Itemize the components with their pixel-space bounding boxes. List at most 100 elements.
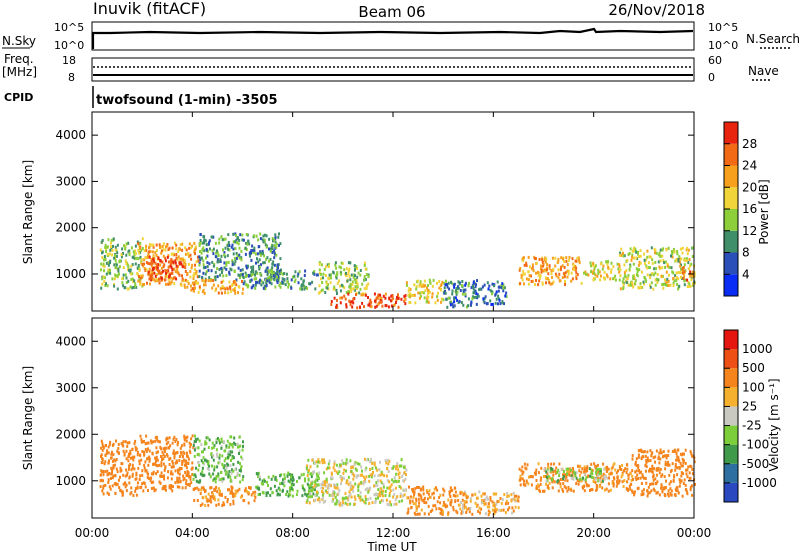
data-cell <box>359 305 361 309</box>
data-cell <box>107 271 110 275</box>
data-cell <box>427 492 430 496</box>
data-cell <box>370 305 373 309</box>
data-cell <box>637 250 639 254</box>
data-cell <box>382 482 385 486</box>
data-cell <box>134 477 137 481</box>
data-cell <box>191 287 194 291</box>
data-cell <box>678 484 681 488</box>
data-cell <box>541 268 543 272</box>
data-cell <box>651 258 654 262</box>
data-cell <box>650 489 653 493</box>
data-cell <box>380 296 383 300</box>
y-tick-label: 3000 <box>55 381 86 395</box>
data-cell <box>263 240 266 244</box>
data-cell <box>183 458 186 462</box>
data-cell <box>199 492 202 496</box>
data-cell <box>626 467 629 471</box>
data-cell <box>180 467 183 470</box>
data-cell <box>633 491 636 495</box>
data-cell <box>599 470 602 474</box>
data-cell <box>427 292 430 295</box>
data-cell <box>495 290 498 294</box>
data-cell <box>560 265 563 269</box>
data-cell <box>198 263 201 267</box>
data-cell <box>135 473 138 477</box>
data-cell <box>321 490 323 494</box>
data-cell <box>494 507 497 510</box>
data-cell <box>428 290 431 294</box>
data-cell <box>375 466 377 470</box>
data-cell <box>170 486 172 490</box>
data-cell <box>223 253 226 257</box>
data-cell <box>559 482 562 486</box>
data-cell <box>661 488 664 492</box>
data-cell <box>556 470 559 474</box>
data-cell <box>554 256 557 260</box>
data-cell <box>691 274 694 278</box>
data-cell <box>274 477 277 481</box>
data-cell <box>349 502 352 506</box>
data-cell <box>575 271 578 275</box>
data-cell <box>504 294 507 298</box>
data-cell <box>210 452 213 456</box>
data-cell <box>122 273 125 277</box>
data-cell <box>160 277 163 281</box>
data-cell <box>291 494 294 498</box>
data-cell <box>158 269 161 273</box>
data-cell <box>554 469 557 473</box>
data-cell <box>120 255 123 259</box>
data-cell <box>682 459 685 463</box>
data-cell <box>168 484 171 488</box>
data-cell <box>108 443 111 447</box>
data-cell <box>277 279 280 282</box>
data-cell <box>570 271 573 275</box>
data-cell <box>114 459 117 463</box>
data-cell <box>255 270 258 274</box>
data-cell <box>628 267 631 271</box>
data-cell <box>313 270 316 274</box>
data-cell <box>150 243 153 247</box>
data-cell <box>547 475 550 478</box>
data-cell <box>328 265 330 268</box>
data-cell <box>487 513 490 517</box>
data-cell <box>194 245 197 249</box>
data-cell <box>187 473 190 477</box>
data-cell <box>212 252 215 256</box>
x-tick-label: 08:00 <box>275 526 310 540</box>
data-cell <box>204 283 207 287</box>
data-cell <box>131 474 134 478</box>
data-cell <box>132 455 135 459</box>
data-cell <box>193 499 196 502</box>
data-cell <box>145 268 148 272</box>
data-cell <box>341 498 344 502</box>
data-cell <box>261 249 264 253</box>
data-cell <box>454 296 457 300</box>
data-cell <box>394 498 397 502</box>
data-cell <box>494 292 497 296</box>
data-cell <box>631 281 634 285</box>
data-cell <box>118 259 121 263</box>
data-cell <box>563 275 566 279</box>
data-cell <box>450 498 453 502</box>
data-cell <box>241 457 244 461</box>
data-cell <box>643 252 646 256</box>
data-cell <box>677 257 680 261</box>
data-cell <box>200 459 203 463</box>
data-cell <box>273 484 276 488</box>
data-cell <box>136 485 139 489</box>
data-cell <box>633 493 636 497</box>
data-cell <box>204 272 207 276</box>
data-cell <box>597 271 600 275</box>
data-cell <box>137 248 140 252</box>
data-cell <box>370 475 373 479</box>
data-cell <box>395 298 398 302</box>
data-cell <box>241 275 244 279</box>
data-cell <box>517 506 520 510</box>
data-cell <box>402 489 405 492</box>
data-cell <box>643 282 646 286</box>
data-cell <box>313 488 316 492</box>
data-cell <box>328 483 331 487</box>
data-cell <box>661 274 664 278</box>
data-cell <box>597 467 600 471</box>
data-cell <box>154 457 157 461</box>
